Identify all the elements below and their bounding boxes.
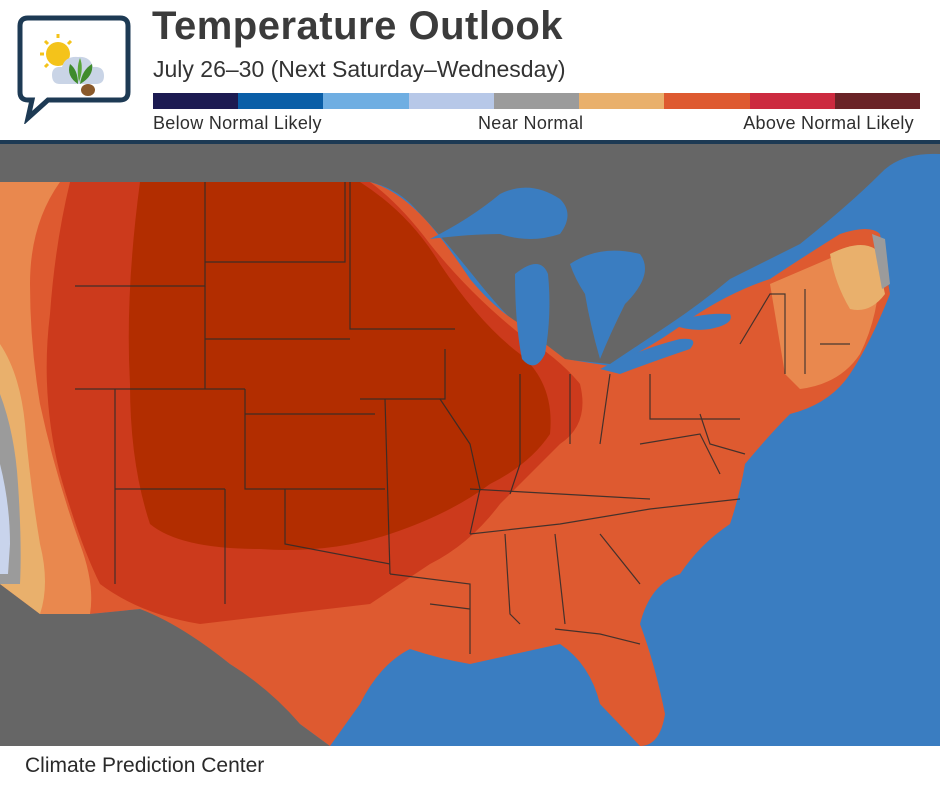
- maine-near-normal: [872, 234, 890, 289]
- header-divider: [0, 140, 940, 144]
- lake-ontario: [670, 313, 731, 330]
- state-borders: [75, 182, 850, 654]
- west-below-light: [0, 464, 10, 574]
- legend-swatch-5: [493, 93, 580, 109]
- acorn-icon: [81, 84, 95, 96]
- legend-label-near: Near Normal: [478, 113, 584, 133]
- lake-michigan: [515, 264, 550, 366]
- header: Temperature Outlook July 26–30 (Next Sat…: [0, 0, 940, 140]
- legend-label-above: Above Normal Likely: [743, 113, 914, 133]
- color-legend: [153, 93, 920, 109]
- leaf-icon: [69, 64, 78, 84]
- weather-bubble-logo: [8, 12, 136, 126]
- date-range-subtitle: July 26–30 (Next Saturday–Wednesday): [153, 56, 566, 82]
- canada-land: [0, 144, 940, 364]
- legend-swatch-6: [579, 93, 665, 109]
- legend-swatch-7: [664, 93, 750, 109]
- maine-light-above: [830, 245, 885, 310]
- legend-swatch-4: [408, 93, 494, 109]
- source-credit: Climate Prediction Center: [25, 754, 265, 777]
- legend-swatch-3: [323, 93, 409, 109]
- page-title: Temperature Outlook: [152, 4, 564, 48]
- legend-swatch-9: [834, 93, 920, 109]
- legend-swatch-1: [153, 93, 239, 109]
- lake-erie: [600, 338, 694, 374]
- central-strongest-above: [128, 182, 551, 550]
- legend-label-below: Below Normal Likely: [153, 113, 322, 133]
- legend-swatch-8: [749, 93, 835, 109]
- lake-huron: [570, 250, 645, 359]
- mexico-land: [0, 584, 330, 746]
- legend-swatch-2: [238, 93, 324, 109]
- lake-superior: [430, 187, 568, 239]
- sun-icon: [46, 42, 70, 66]
- outlook-map: [0, 144, 940, 746]
